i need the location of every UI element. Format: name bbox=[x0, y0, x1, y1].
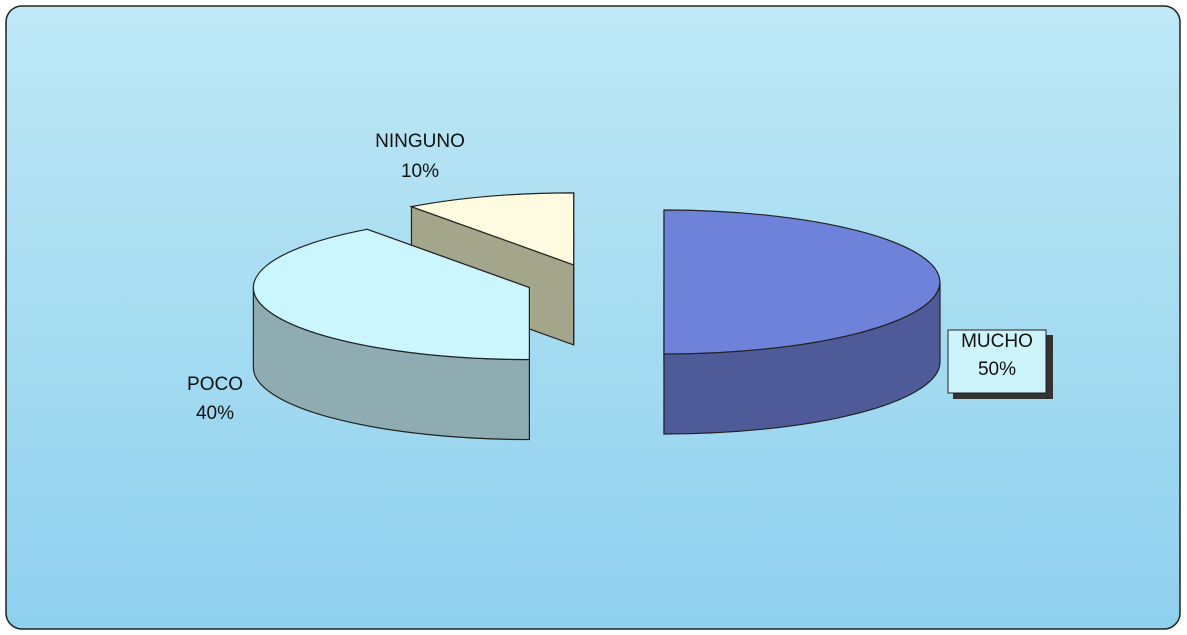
slice-label: MUCHO bbox=[961, 331, 1033, 352]
slice-label: POCO bbox=[187, 374, 243, 395]
slice-label: NINGUNO bbox=[375, 131, 465, 152]
pie bbox=[252, 192, 941, 441]
slice-top bbox=[409, 192, 575, 266]
slice-top bbox=[663, 209, 941, 355]
slice-value-label: 50% bbox=[978, 359, 1016, 380]
slice-value-label: 10% bbox=[401, 161, 439, 182]
label-box bbox=[947, 329, 1047, 394]
slice-value-label: 40% bbox=[196, 403, 234, 424]
labels: MUCHO 50% POCO 40% NINGUNO 10% bbox=[187, 131, 1053, 424]
slice-top bbox=[252, 228, 530, 361]
chart-background bbox=[5, 5, 1181, 630]
